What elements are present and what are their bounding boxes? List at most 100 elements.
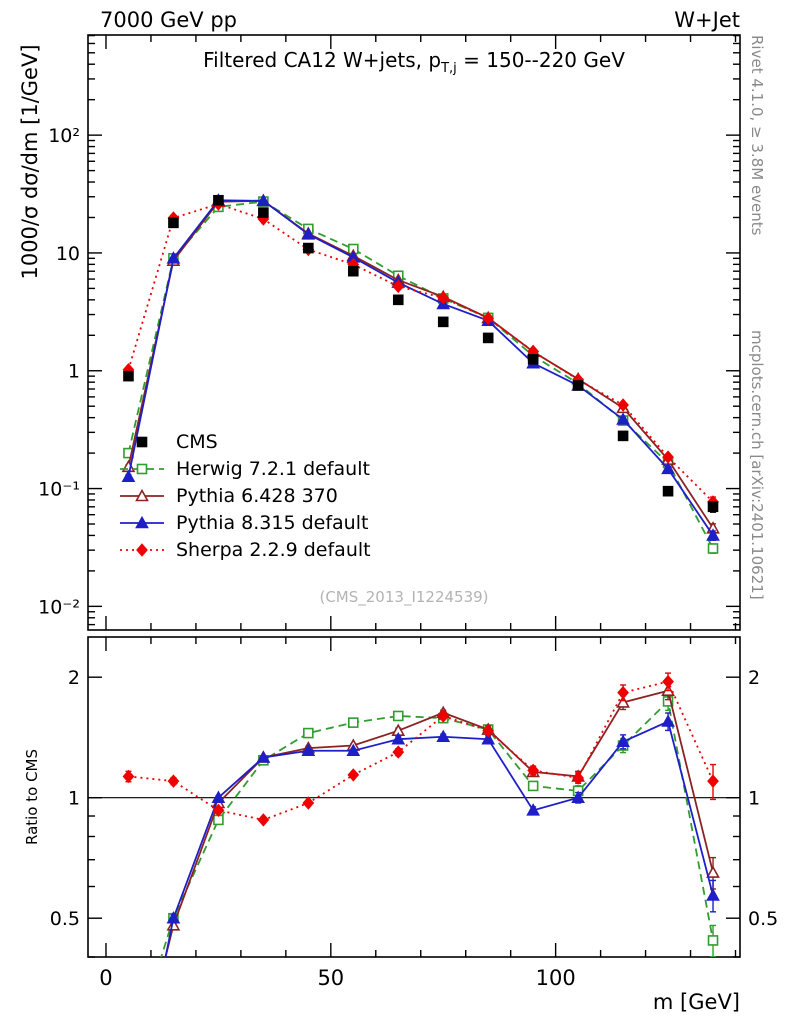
- data-point-marker: [437, 291, 450, 305]
- data-point-marker: [706, 888, 720, 901]
- data-point-marker: [616, 412, 630, 425]
- plot-title-pre: Filtered CA12 W+jets, p: [203, 48, 442, 72]
- plot-title-post: = 150--220 GeV: [456, 48, 625, 72]
- legend-label-sherpa: Sherpa 2.2.9 default: [176, 538, 371, 561]
- data-point-marker: [301, 743, 316, 757]
- data-point-marker: [436, 729, 451, 743]
- tick-label: 1: [748, 788, 760, 810]
- data-point-marker: [707, 543, 719, 554]
- analysis-id-watermark: (CMS_2013_I1224539): [319, 588, 489, 606]
- legend-marker-pythia8: [120, 515, 164, 528]
- tick-label: 2: [748, 667, 760, 689]
- data-point-marker: [482, 311, 495, 325]
- data-point-marker: [135, 488, 149, 501]
- x-axis-label: m [GeV]: [652, 990, 740, 1014]
- data-point-marker: [391, 732, 406, 745]
- data-point-marker: [662, 485, 674, 497]
- ratio-axis-label: Ratio to CMS: [23, 748, 41, 846]
- legend-item-sherpa: Sherpa 2.2.9 default: [118, 536, 371, 563]
- data-point-marker: [301, 227, 316, 240]
- legend-label-cms: CMS: [176, 430, 218, 453]
- data-point-marker: [303, 242, 314, 254]
- data-point-marker: [347, 768, 360, 782]
- legend-marker-herwig: [120, 463, 164, 474]
- tick-label: 2: [68, 667, 80, 689]
- data-point-marker: [136, 463, 148, 474]
- data-point-marker: [166, 251, 181, 264]
- data-point-marker: [392, 279, 405, 294]
- series-ratio-4: [122, 672, 719, 827]
- legend: CMS Herwig 7.2.1 default Pythia 6.428 37…: [118, 428, 371, 563]
- data-point-marker: [661, 461, 675, 475]
- beam-energy-label: 7000 GeV pp: [100, 8, 238, 32]
- data-point-marker: [303, 727, 314, 739]
- data-point-marker: [481, 732, 496, 745]
- data-point-marker: [706, 865, 720, 878]
- data-point-marker: [662, 674, 674, 689]
- data-point-marker: [168, 217, 179, 229]
- legend-label-herwig: Herwig 7.2.1 default: [176, 457, 370, 480]
- mcplots-credit-label: mcplots.cern.ch [arXiv:2401.10621]: [748, 330, 766, 600]
- rivet-version-label: Rivet 4.1.0, ≥ 3.8M events: [748, 35, 766, 236]
- ratio-frame: [87, 636, 741, 958]
- data-point-marker: [661, 714, 675, 727]
- data-point-marker: [527, 763, 540, 778]
- data-point-marker: [302, 796, 315, 810]
- data-point-marker: [135, 515, 149, 528]
- data-point-marker: [257, 813, 270, 827]
- data-point-marker: [526, 803, 541, 816]
- tick-label: 100: [536, 966, 576, 990]
- series-ratio-3: [164, 712, 720, 957]
- plot-title: Filtered CA12 W+jets, pT,j = 150--220 Ge…: [203, 48, 625, 76]
- data-point-marker: [347, 717, 359, 728]
- data-point-marker: [617, 430, 629, 442]
- data-point-marker: [616, 734, 630, 747]
- tick-label: 1: [68, 788, 80, 810]
- data-point-marker: [616, 695, 630, 708]
- data-point-marker: [617, 685, 629, 700]
- main-frame: [87, 34, 741, 631]
- data-point-marker: [122, 769, 135, 784]
- data-point-marker: [482, 332, 494, 344]
- data-point-marker: [571, 790, 585, 803]
- data-point-marker: [527, 354, 539, 365]
- legend-marker-pythia6: [120, 488, 164, 501]
- series-main-0: [123, 194, 719, 513]
- data-point-marker: [258, 207, 269, 218]
- data-point-marker: [437, 709, 450, 723]
- legend-marker-cms: [136, 436, 148, 447]
- data-point-marker: [392, 710, 404, 722]
- data-point-marker: [167, 774, 180, 788]
- data-point-marker: [392, 294, 404, 306]
- tick-label: 50: [317, 966, 344, 990]
- data-point-marker: [572, 771, 584, 785]
- data-point-marker: [121, 469, 136, 483]
- tick-label: 10⁻²: [38, 596, 80, 618]
- plot-title-sub: T,j: [441, 61, 457, 76]
- legend-label-pythia6: Pythia 6.428 370: [176, 484, 338, 507]
- data-point-marker: [617, 398, 629, 412]
- data-point-marker: [166, 911, 181, 924]
- data-point-marker: [662, 450, 674, 464]
- tick-label: 10: [56, 243, 80, 265]
- data-point-marker: [136, 542, 148, 557]
- data-point-marker: [707, 935, 719, 946]
- legend-item-pythia6: Pythia 6.428 370: [118, 482, 371, 509]
- tick-label: 0.5: [50, 908, 80, 930]
- data-point-marker: [347, 265, 359, 277]
- process-label: W+Jet: [674, 8, 740, 32]
- data-point-marker: [211, 790, 226, 803]
- data-point-marker: [212, 803, 225, 818]
- axis-tick-labels: 0 50 100 10⁻² 10⁻¹ 1 10 10² 0.5 0.5 1 1 2 2: [38, 125, 778, 990]
- tick-label: 0.5: [748, 908, 778, 930]
- data-point-marker: [256, 750, 271, 763]
- data-point-marker: [213, 194, 224, 206]
- data-point-marker: [392, 745, 405, 759]
- data-point-marker: [346, 743, 361, 757]
- legend-item-pythia8: Pythia 8.315 default: [118, 509, 371, 536]
- tick-label: 0: [99, 966, 112, 990]
- legend-marker-sherpa: [120, 542, 164, 557]
- data-point-marker: [123, 370, 134, 382]
- data-point-marker: [707, 774, 719, 788]
